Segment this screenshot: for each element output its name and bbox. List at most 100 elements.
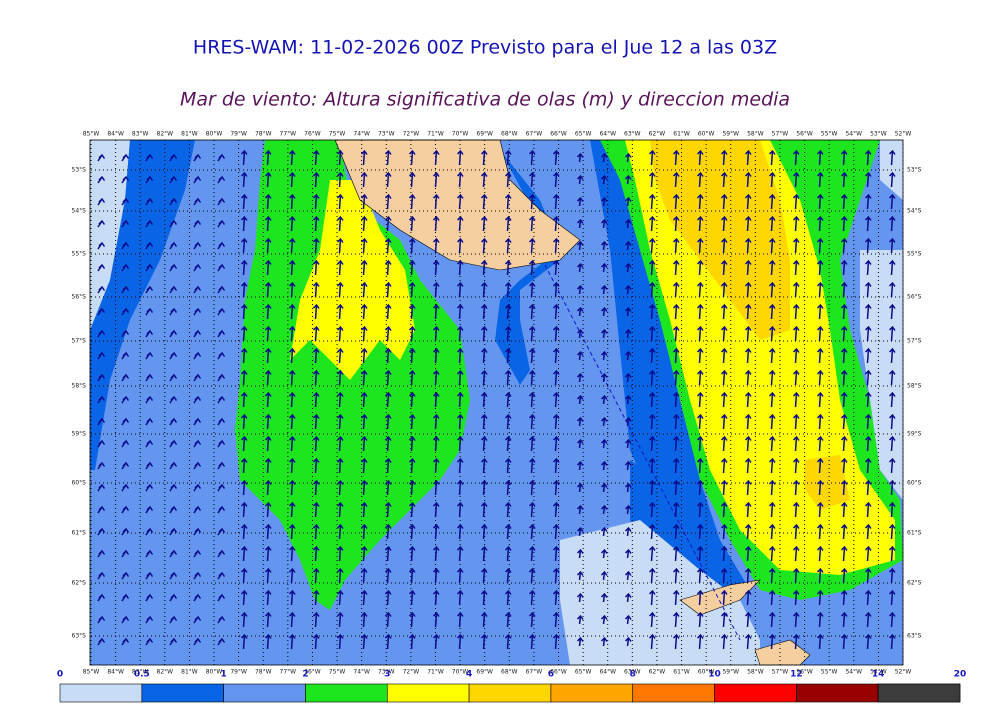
wind-arrow (744, 545, 752, 562)
wind-arrow (816, 413, 824, 430)
wind-arrow (193, 373, 202, 382)
wind-arrow (816, 523, 824, 540)
wind-arrow (121, 483, 130, 492)
colorbar-label: 10 (708, 670, 721, 680)
wind-arrow (121, 197, 130, 206)
wind-arrow (264, 523, 272, 540)
wind-arrow (408, 523, 416, 540)
latitude-label: 59°S (72, 431, 87, 438)
wind-arrow (240, 171, 248, 188)
wind-arrow (432, 545, 440, 562)
wind-arrow (888, 567, 896, 584)
wind-arrow (648, 413, 656, 430)
wind-arrow (288, 413, 296, 430)
wind-arrow (672, 281, 680, 298)
wind-arrow (576, 614, 584, 625)
wind-arrow (624, 284, 632, 295)
longitude-label: 85°W (83, 131, 100, 138)
wind-arrow (264, 391, 272, 408)
wind-arrow (121, 263, 130, 272)
wind-arrow (432, 633, 440, 650)
wind-arrow (384, 281, 392, 298)
wind-arrow (864, 611, 872, 628)
wind-arrow (744, 589, 752, 606)
map-frame (89, 139, 904, 666)
wind-arrow (528, 479, 536, 496)
wind-arrow (696, 523, 704, 540)
wind-arrow (504, 303, 512, 320)
wind-arrow (648, 193, 656, 210)
wind-arrow (552, 523, 560, 540)
longitude-label: 63°W (624, 669, 641, 676)
longitude-label: 54°W (845, 669, 862, 676)
longitude-label: 63°W (624, 131, 641, 138)
wind-arrow (576, 174, 584, 185)
wind-arrow (169, 175, 178, 184)
wind-arrow (408, 215, 416, 232)
wind-arrow (744, 567, 752, 584)
wind-arrow (480, 479, 488, 496)
wind-arrow (744, 259, 752, 276)
wind-arrow (576, 152, 584, 163)
longitude-label: 64°W (599, 669, 616, 676)
wind-arrow (217, 373, 226, 382)
wind-arrow (528, 215, 536, 232)
wind-arrow (217, 153, 226, 162)
wind-arrow (552, 303, 560, 320)
wind-arrow (528, 149, 536, 166)
wind-arrow (504, 457, 512, 474)
longitude-label: 58°W (747, 131, 764, 138)
wind-arrow (888, 369, 896, 386)
wind-arrow (432, 215, 440, 232)
longitude-label: 74°W (353, 669, 370, 676)
wind-arrow (456, 215, 464, 232)
wind-arrow (336, 171, 344, 188)
colorbar-swatch (877, 683, 961, 703)
wind-arrow (720, 545, 728, 562)
wind-arrow (121, 417, 130, 426)
longitude-label: 79°W (230, 669, 247, 676)
wind-arrow (648, 281, 656, 298)
wind-arrow (576, 240, 584, 251)
wind-arrow (240, 237, 248, 254)
wind-arrow (768, 589, 776, 606)
wind-arrow (768, 193, 776, 210)
wind-arrow (696, 325, 704, 342)
wind-arrow (336, 479, 344, 496)
wind-arrow (888, 149, 896, 166)
wind-arrow (888, 325, 896, 342)
wind-arrow (672, 325, 680, 342)
wind-arrow (408, 391, 416, 408)
wind-arrow (264, 171, 272, 188)
wind-arrow (504, 325, 512, 342)
wind-arrow (696, 479, 704, 496)
wind-arrow (97, 373, 106, 382)
region (90, 140, 130, 330)
wind-arrow (336, 611, 344, 628)
wind-arrow (288, 171, 296, 188)
wind-arrow (264, 281, 272, 298)
wind-arrow (264, 193, 272, 210)
wind-arrow (288, 457, 296, 474)
wind-arrow (240, 435, 248, 452)
wind-arrow (600, 614, 608, 625)
longitude-label: 55°W (821, 669, 838, 676)
wind-arrow (360, 435, 368, 452)
wind-arrow (624, 614, 632, 625)
wind-arrow (145, 483, 154, 492)
wind-arrow (480, 347, 488, 364)
wind-arrow (408, 457, 416, 474)
wind-arrow (600, 416, 608, 427)
wind-arrow (792, 281, 800, 298)
wind-arrow (672, 193, 680, 210)
wind-arrow (864, 347, 872, 364)
wind-arrow (145, 637, 154, 646)
longitude-label: 73°W (378, 131, 395, 138)
longitude-label: 60°W (698, 669, 715, 676)
wind-arrow (840, 633, 848, 650)
wind-arrow (576, 416, 584, 427)
wind-arrow (480, 501, 488, 518)
wind-arrow (384, 435, 392, 452)
wind-arrow (432, 589, 440, 606)
colorbar-label: 0 (57, 670, 63, 680)
